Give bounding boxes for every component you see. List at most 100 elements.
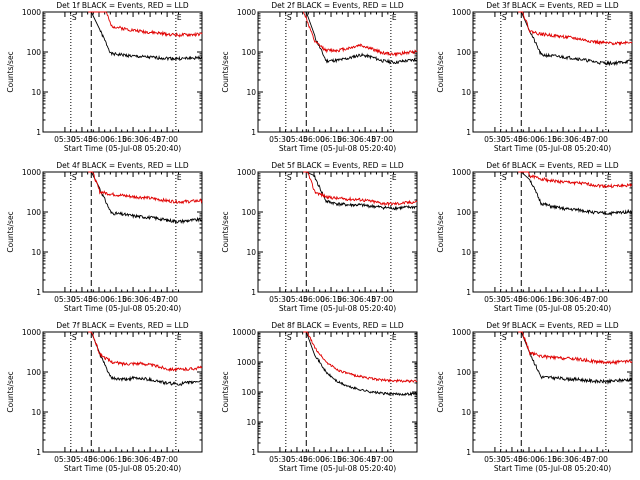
y-tick-label: 1 — [466, 288, 471, 297]
y-tick-label: 1000 — [452, 8, 471, 17]
series-line-lld — [302, 11, 418, 57]
panel-title: Det 8f BLACK = Events, RED = LLD — [271, 321, 404, 330]
x-tick-label: 07:00 — [156, 455, 178, 464]
x-tick-label: 06:00 — [88, 295, 110, 304]
x-tick-label: 05:30 — [269, 295, 291, 304]
y-tick-label: 1 — [251, 128, 256, 137]
y-tick-label: 100 — [457, 368, 472, 377]
x-axis-label: Start Time (05-Jul-08 05:20:40) — [494, 464, 611, 473]
end-marker-label: E — [392, 173, 397, 182]
x-axis-label: Start Time (05-Jul-08 05:20:40) — [279, 304, 396, 313]
panel-det-7: Det 7f BLACK = Events, RED = LLD 1 10 100 10… — [6, 321, 203, 473]
series-line-events — [520, 11, 633, 67]
end-marker-label: E — [177, 13, 182, 22]
x-tick-label: 06:00 — [518, 295, 540, 304]
y-tick-label: 1 — [466, 448, 471, 457]
plot-frame — [42, 331, 203, 453]
y-tick-label: 1000 — [237, 358, 256, 367]
y-axis-label: Counts/sec — [221, 371, 230, 412]
x-axis-label: Start Time (05-Jul-08 05:20:40) — [494, 144, 611, 153]
y-axis-label: Counts/sec — [436, 51, 445, 92]
x-tick-label: 06:00 — [303, 455, 325, 464]
y-tick-label: 1000 — [22, 328, 41, 337]
x-tick-label: 05:45 — [501, 295, 523, 304]
panel-det-5: Det 5f BLACK = Events, RED = LLD 1 10 100 10… — [221, 161, 418, 313]
y-tick-label: 10 — [31, 248, 41, 257]
y-axis-label: Counts/sec — [436, 211, 445, 252]
x-tick-label: 06:45 — [354, 295, 376, 304]
x-axis-label: Start Time (05-Jul-08 05:20:40) — [494, 304, 611, 313]
x-tick-label: 05:45 — [71, 295, 93, 304]
y-tick-label: 100 — [27, 48, 42, 57]
y-tick-label: 10 — [246, 418, 256, 427]
panel-det-6: Det 6f BLACK = Events, RED = LLD 1 10 100 10… — [436, 161, 633, 313]
x-tick-label: 06:00 — [88, 455, 110, 464]
x-tick-label: 07:00 — [156, 295, 178, 304]
series-line-lld — [303, 171, 418, 207]
x-axis-label: Start Time (05-Jul-08 05:20:40) — [64, 144, 181, 153]
y-tick-label: 10 — [31, 408, 41, 417]
y-axis-label: Counts/sec — [221, 51, 230, 92]
y-axis-label: Counts/sec — [6, 51, 15, 92]
x-tick-label: 07:00 — [156, 135, 178, 144]
panel-title: Det 1f BLACK = Events, RED = LLD — [56, 1, 189, 10]
plot-frame — [257, 171, 418, 293]
series-line-events — [90, 171, 203, 225]
y-tick-label: 10 — [461, 88, 471, 97]
series-line-events — [306, 171, 418, 211]
y-tick-label: 10 — [461, 248, 471, 257]
end-marker-label: E — [177, 333, 182, 342]
x-tick-label: 05:45 — [71, 135, 93, 144]
x-tick-label: 06:45 — [139, 295, 161, 304]
y-tick-label: 10000 — [232, 328, 256, 337]
y-tick-label: 10 — [461, 408, 471, 417]
x-tick-label: 07:00 — [586, 455, 608, 464]
series-line-lld — [88, 171, 203, 205]
series-line-lld — [303, 331, 418, 384]
x-tick-label: 06:45 — [569, 455, 591, 464]
y-tick-label: 100 — [27, 208, 42, 217]
series-line-events — [305, 331, 418, 397]
y-tick-label: 1000 — [22, 168, 41, 177]
y-tick-label: 100 — [242, 48, 257, 57]
panel-det-9: Det 9f BLACK = Events, RED = LLD 1 10 100 10… — [436, 321, 633, 473]
x-tick-label: 06:45 — [354, 135, 376, 144]
y-tick-label: 1 — [466, 128, 471, 137]
x-tick-label: 07:00 — [586, 135, 608, 144]
x-tick-label: 06:45 — [569, 295, 591, 304]
x-tick-label: 06:15 — [535, 455, 557, 464]
series-line-events — [520, 171, 633, 217]
plot-frame — [42, 11, 203, 133]
y-axis-label: Counts/sec — [221, 211, 230, 252]
x-tick-label: 07:00 — [586, 295, 608, 304]
x-tick-label: 05:45 — [501, 455, 523, 464]
series-line-events — [305, 11, 418, 65]
x-tick-label: 05:45 — [71, 455, 93, 464]
x-tick-label: 06:30 — [552, 135, 574, 144]
x-tick-label: 06:00 — [303, 135, 325, 144]
x-tick-label: 06:15 — [105, 135, 127, 144]
x-tick-label: 06:15 — [535, 295, 557, 304]
panel-title: Det 7f BLACK = Events, RED = LLD — [56, 321, 189, 330]
x-tick-label: 07:00 — [371, 295, 393, 304]
y-tick-label: 100 — [457, 48, 472, 57]
x-tick-label: 05:30 — [484, 295, 506, 304]
x-tick-label: 07:00 — [371, 135, 393, 144]
panel-det-4: Det 4f BLACK = Events, RED = LLD 1 10 100 10… — [6, 161, 203, 313]
plot-frame — [257, 331, 418, 453]
x-axis-label: Start Time (05-Jul-08 05:20:40) — [279, 144, 396, 153]
x-axis-label: Start Time (05-Jul-08 05:20:40) — [64, 464, 181, 473]
y-tick-label: 1000 — [452, 168, 471, 177]
start-marker-label: S — [287, 333, 292, 342]
start-marker-label: S — [287, 173, 292, 182]
y-tick-label: 10 — [246, 88, 256, 97]
start-marker-label: S — [287, 13, 292, 22]
end-marker-label: E — [607, 333, 612, 342]
x-tick-label: 06:00 — [88, 135, 110, 144]
start-marker-label: S — [502, 173, 507, 182]
y-tick-label: 1 — [251, 288, 256, 297]
y-tick-label: 1 — [36, 128, 41, 137]
plot-frame — [42, 171, 203, 293]
x-tick-label: 06:30 — [122, 135, 144, 144]
start-marker-label: S — [72, 13, 77, 22]
